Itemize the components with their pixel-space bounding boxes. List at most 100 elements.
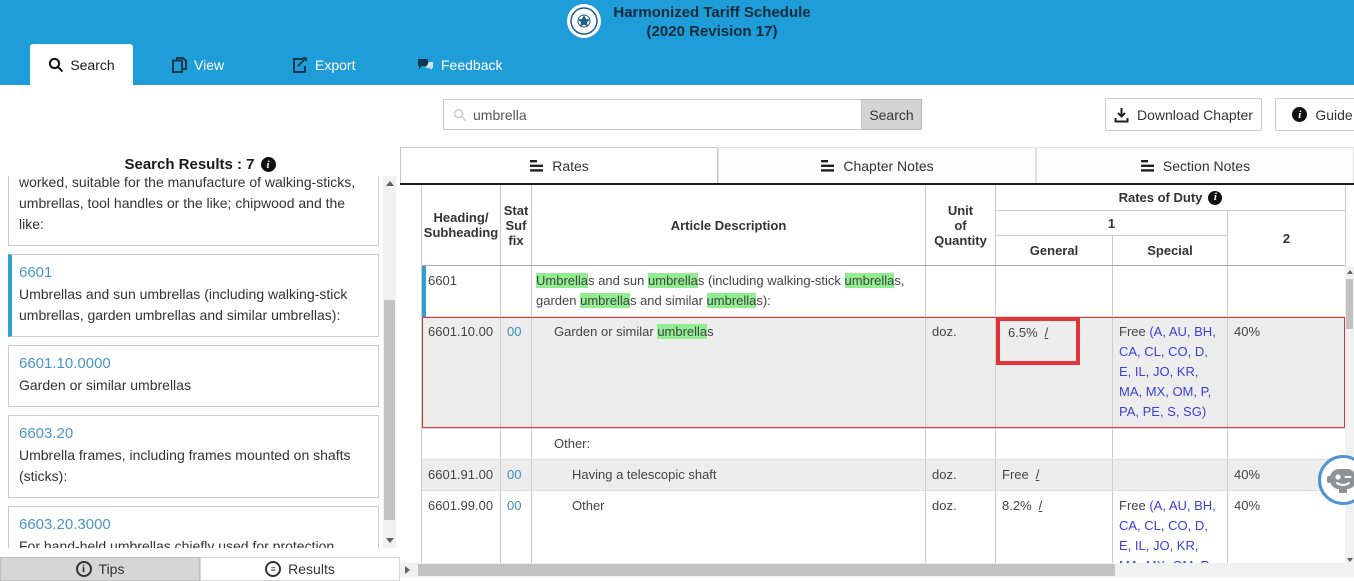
nav-tab-feedback-label: Feedback — [441, 56, 503, 73]
cell-rate-col2 — [1228, 266, 1346, 316]
download-chapter-button[interactable]: Download Chapter — [1105, 98, 1262, 131]
search-result-item[interactable]: worked, suitable for the manufacture of … — [8, 176, 379, 246]
cell-rate-general: Free / — [996, 460, 1113, 490]
sidebar-scroll-up-arrow[interactable] — [383, 176, 396, 191]
table-row[interactable]: 6601.10.00 00 Garden or similar umbrellas d… — [422, 317, 1346, 429]
nav-tab-search[interactable]: Search — [30, 44, 133, 85]
cell-rate-general — [996, 429, 1113, 459]
search-results-count: Search Results : 7 — [124, 156, 255, 173]
table-row[interactable]: 6601.91.00 00 Having a telescopic shaft doz… — [422, 460, 1346, 491]
cell-article-description: Other: — [532, 429, 926, 459]
tab-chapter-notes[interactable]: Chapter Notes — [718, 147, 1036, 183]
table-row[interactable]: 6601 Umbrellas and sun umbrellas (includi… — [422, 266, 1346, 317]
tab-section-notes[interactable]: Section Notes — [1036, 147, 1354, 183]
rates-list-icon — [530, 159, 544, 172]
chatbot-icon — [1327, 469, 1354, 493]
cell-stat-suffix: 00 — [501, 460, 532, 490]
results-info-icon[interactable]: i — [260, 157, 276, 172]
nav-tab-export[interactable]: Export — [292, 44, 355, 85]
cell-rate-general: 6.5% / — [996, 317, 1113, 428]
chat-widget-button[interactable] — [1318, 455, 1354, 505]
result-code-link[interactable]: 6601.10.0000 — [19, 355, 111, 372]
special-program-codes-link[interactable]: (A, AU, BH, CA, CL, CO, D, E, IL, JO, KR… — [1119, 324, 1216, 419]
col-header-article-description: Article Description — [532, 185, 926, 265]
cell-unit-of-quantity: doz. — [926, 460, 996, 490]
footnote-link[interactable]: / — [1035, 467, 1040, 482]
stat-suffix-link[interactable]: 00 — [507, 324, 522, 339]
footnote-link[interactable]: / — [1044, 325, 1049, 340]
cell-rate-special: Free (A, AU, BH, CA, CL, CO, D, E, IL, J… — [1113, 491, 1228, 563]
app-header: Harmonized Tariff Schedule (2020 Revisio… — [0, 0, 1354, 44]
general-rate-value: Free — [1002, 467, 1029, 482]
tips-button[interactable]: i Tips — [0, 557, 200, 581]
stat-suffix-link[interactable]: 00 — [507, 467, 522, 482]
sidebar-scrollbar[interactable] — [383, 176, 396, 548]
stat-suffix-link[interactable]: 00 — [507, 498, 522, 513]
search-input[interactable] — [473, 106, 861, 123]
footnote-link[interactable]: / — [1038, 498, 1043, 513]
cell-stat-suffix: 00 — [501, 317, 532, 428]
feedback-icon — [418, 58, 433, 70]
search-term-highlight: Umbrella — [536, 273, 589, 288]
cell-heading: 6601.91.00 — [422, 460, 501, 490]
tab-rates[interactable]: Rates — [400, 147, 718, 183]
cell-unit-of-quantity — [926, 266, 996, 316]
col-header-general: General — [996, 236, 1113, 265]
nav-tab-search-label: Search — [70, 56, 115, 73]
cell-stat-suffix: 00 — [501, 491, 532, 563]
result-code-link[interactable]: 6603.20 — [19, 425, 74, 442]
nav-tab-view[interactable]: View — [172, 44, 224, 85]
results-list-icon: ≡ — [265, 561, 282, 577]
download-chapter-label: Download Chapter — [1137, 106, 1253, 123]
table-row[interactable]: 6601.99.00 00 Other doz. 8.2% / Free (A, AU, B… — [422, 491, 1346, 563]
cell-article-description: Garden or similar umbrellas — [532, 317, 926, 428]
tab-section-notes-label: Section Notes — [1162, 157, 1251, 174]
special-rate-prefix: Free — [1119, 498, 1150, 513]
table-vscrollbar-thumb[interactable] — [1346, 279, 1353, 329]
table-row[interactable]: Other: — [422, 429, 1346, 460]
search-button[interactable]: Search — [862, 99, 922, 130]
duty-rate-annotation-box: 6.5% / — [996, 317, 1080, 365]
result-code-link[interactable]: 6603.20.3000 — [19, 516, 111, 533]
table-scroll-up-arrow[interactable] — [1345, 267, 1354, 277]
chapter-notes-list-icon — [821, 159, 835, 172]
search-term-highlight: umbrella — [706, 293, 757, 308]
view-icon — [172, 56, 187, 73]
search-result-item[interactable]: 6601 Umbrellas and sun umbrellas (includi… — [8, 254, 379, 337]
result-description: Umbrella frames, including frames mounte… — [19, 447, 351, 484]
search-result-item[interactable]: 6601.10.0000 Garden or similar umbrellas — [8, 345, 379, 407]
table-horizontal-scrollbar[interactable] — [400, 563, 1354, 577]
search-result-item[interactable]: 6603.20.3000 For hand-held umbrellas chie… — [8, 506, 379, 548]
cell-rate-special — [1113, 266, 1228, 316]
table-vertical-scrollbar[interactable] — [1345, 267, 1354, 563]
guide-button[interactable]: i Guide — [1275, 98, 1354, 131]
cell-unit-of-quantity: doz. — [926, 491, 996, 563]
cell-heading: 6601 — [422, 266, 501, 316]
cell-rate-col2: 40% — [1228, 317, 1346, 428]
cell-heading — [422, 429, 501, 459]
search-result-item[interactable]: 6603.20 Umbrella frames, including frames… — [8, 415, 379, 498]
cell-article-description: Having a telescopic shaft — [532, 460, 926, 490]
page-title-line2: (2020 Revision 17) — [646, 23, 778, 40]
search-term-highlight: umbrella — [580, 293, 630, 308]
table-hscrollbar-thumb[interactable] — [418, 564, 1115, 576]
content-tab-bar: Rates Chapter Notes Section Notes — [400, 147, 1354, 183]
rates-of-duty-info-icon[interactable]: i — [1208, 190, 1223, 205]
sidebar-scroll-down-arrow[interactable] — [383, 533, 396, 548]
search-results-list: worked, suitable for the manufacture of … — [8, 176, 379, 548]
cell-rate-col2: 40% — [1228, 491, 1346, 563]
special-rate-prefix: Free — [1119, 324, 1150, 339]
guide-label: Guide — [1315, 106, 1353, 123]
result-code-link[interactable]: 6601 — [19, 264, 53, 281]
sidebar-scrollbar-thumb[interactable] — [384, 300, 395, 520]
table-scroll-right-arrow[interactable] — [400, 563, 414, 577]
special-program-codes-link[interactable]: (A, AU, BH, CA, CL, CO, D, E, IL, JO, KR… — [1119, 498, 1216, 563]
cell-article-description: Umbrellas and sun umbrellas (including w… — [532, 266, 926, 316]
cell-rate-col2 — [1228, 429, 1346, 459]
table-scroll-down-arrow[interactable] — [1345, 555, 1354, 563]
results-button[interactable]: ≡ Results — [200, 557, 400, 581]
cell-rate-general: 8.2% / — [996, 491, 1113, 563]
nav-tab-feedback[interactable]: Feedback — [417, 44, 502, 85]
col-header-heading-subheading: Heading/ Subheading — [422, 185, 501, 265]
